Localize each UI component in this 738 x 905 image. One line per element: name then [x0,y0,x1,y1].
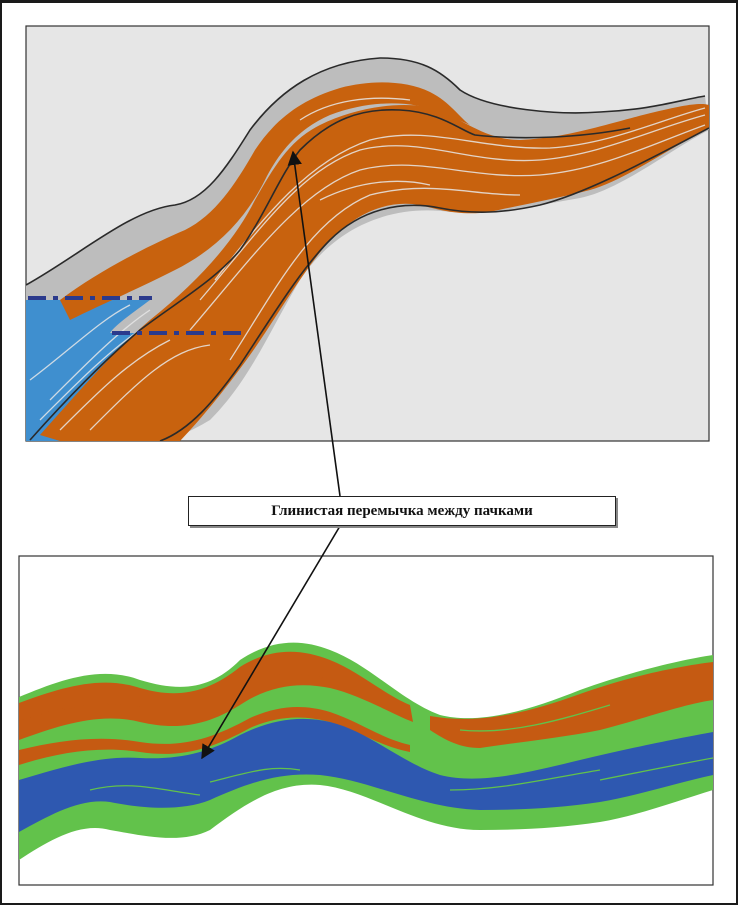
annotation-label: Глинистая перемычка между пачками [271,502,533,519]
annotation-arrows [201,150,341,760]
sand-streaks [29,97,706,431]
arrow-to-top-panel [287,150,341,497]
orange-right-pack [430,662,713,748]
arrow-to-bottom-panel [201,525,341,760]
blue-lower-pack [19,718,713,832]
orange-upper-pack [19,651,413,740]
dashed-markers [28,296,248,335]
bottom-panel [18,555,714,886]
orange-sand-lower-pack [40,103,709,441]
orange-sand-upper-pack [60,82,470,320]
top-panel [25,25,710,442]
annotation-label-box: Глинистая перемычка между пачками [188,496,616,526]
bottom-streaks [19,672,713,796]
